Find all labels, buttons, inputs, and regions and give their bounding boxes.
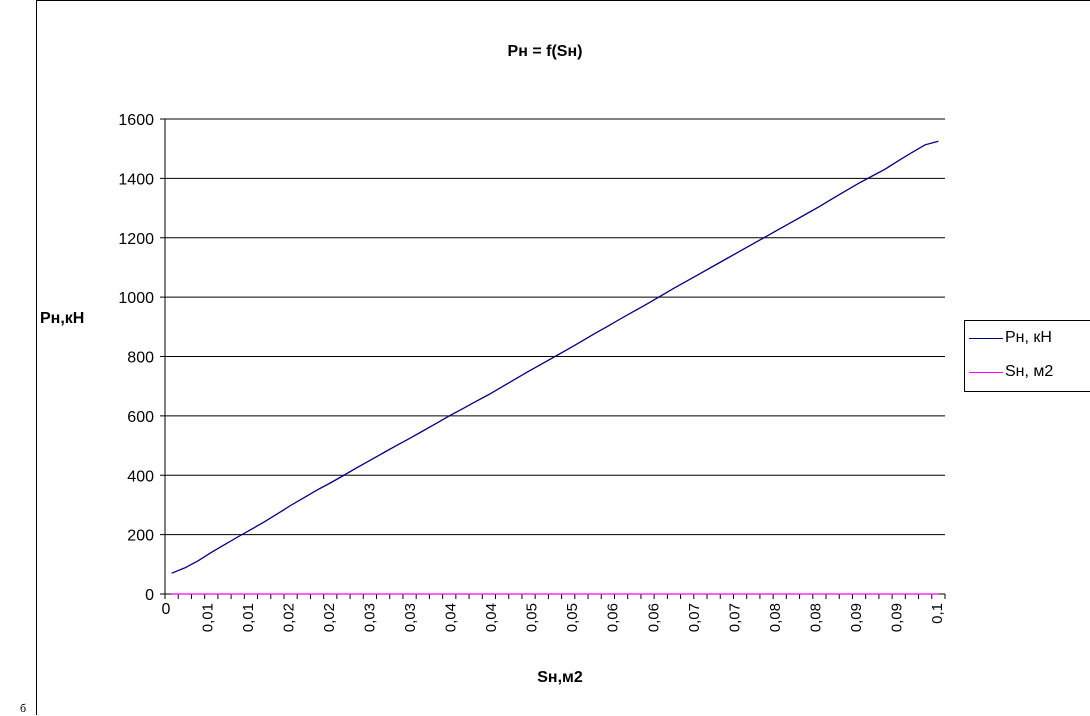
x-tick-label: 0,05	[564, 603, 581, 632]
legend-label-sn: Sн, м2	[1005, 363, 1054, 380]
y-tick-label: 200	[127, 528, 154, 545]
chart-frame	[36, 0, 1090, 715]
x-tick-label: 0,01	[240, 603, 257, 632]
legend-swatch-sn	[969, 372, 1003, 373]
x-tick-label: 0,1	[929, 603, 946, 624]
x-tick-label: 0,04	[443, 603, 460, 632]
series-line-pn	[171, 140, 939, 574]
corner-mark: б	[20, 701, 27, 715]
legend: Pн, кН Sн, м2	[964, 320, 1090, 392]
x-tick-label: 0,07	[686, 603, 703, 632]
x-tick-label: 0,02	[281, 603, 298, 632]
legend-item-pn: Pн, кН	[965, 329, 1090, 349]
y-axis-label: Pн,кН	[40, 310, 85, 327]
x-tick-label: 0,07	[726, 603, 743, 632]
y-tick-label: 600	[127, 409, 154, 426]
x-tick-label: 0	[162, 601, 171, 618]
x-tick-label: 0,02	[321, 603, 338, 632]
x-tick-label: 0,01	[200, 603, 217, 632]
x-tick-label: 0,03	[402, 603, 419, 632]
x-tick-label: 0,06	[605, 603, 622, 632]
y-tick-label: 0	[145, 587, 154, 604]
chart-title: Pн = f(Sн)	[507, 43, 583, 60]
x-tick-label: 0,08	[767, 603, 784, 632]
y-tick-label: 1200	[118, 231, 154, 248]
x-tick-label: 0,09	[848, 603, 865, 632]
legend-label-pn: Pн, кН	[1005, 329, 1052, 346]
x-tick-label: 0,08	[807, 603, 824, 632]
x-tick-label: 0,03	[362, 603, 379, 632]
legend-swatch-pn	[969, 338, 1003, 339]
y-tick-label: 1600	[118, 112, 154, 129]
x-axis-label: Sн,м2	[537, 669, 583, 686]
x-tick-label: 0,06	[645, 603, 662, 632]
x-tick-label: 0,09	[888, 603, 905, 632]
y-tick-label: 1000	[118, 290, 154, 307]
x-tick-label: 0,05	[524, 603, 541, 632]
y-tick-label: 800	[127, 350, 154, 367]
y-tick-label: 400	[127, 468, 154, 485]
y-tick-label: 1400	[118, 171, 154, 188]
legend-item-sn: Sн, м2	[965, 363, 1090, 383]
x-tick-label: 0,04	[483, 603, 500, 632]
